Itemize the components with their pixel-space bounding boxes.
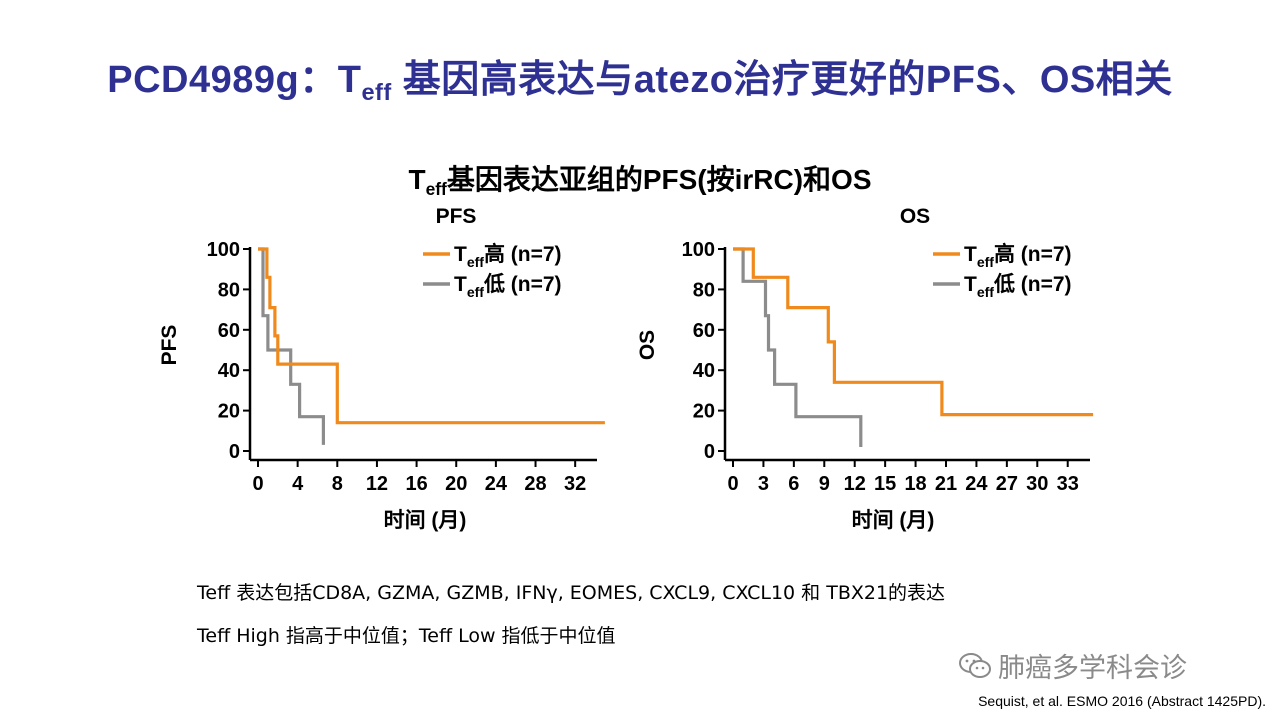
pfs-legend-label-low: Teff低 (n=7): [454, 272, 562, 300]
watermark-text: 肺癌多学科会诊: [998, 653, 1187, 683]
citation: Sequist, et al. ESMO 2016 (Abstract 1425…: [978, 693, 1266, 709]
os-x-tick-label: 12: [844, 473, 866, 495]
os-chart-title: OS: [900, 205, 930, 228]
os-x-axis-label: 时间 (月): [852, 509, 935, 532]
os-x-tick-label: 6: [788, 473, 799, 495]
pfs-x-tick-label: 0: [252, 473, 263, 495]
pfs-x-tick-label: 32: [564, 473, 586, 495]
pfs-x-axis-label: 时间 (月): [384, 509, 467, 532]
pfs-y-tick-label: 80: [218, 279, 240, 301]
os-y-tick-label: 80: [693, 279, 715, 301]
os-x-tick-label: 24: [965, 473, 988, 495]
pfs-y-tick-label: 20: [218, 401, 240, 423]
pfs-chart-title: PFS: [436, 205, 477, 228]
wechat-icon: [959, 652, 991, 678]
slide-title: PCD4989g：Teff 基因高表达与atezo治疗更好的PFS、OS相关: [107, 59, 1173, 106]
pfs-y-tick-label: 40: [218, 360, 240, 382]
pfs-y-tick-label: 100: [207, 239, 240, 261]
pfs-x-tick-label: 4: [292, 473, 304, 495]
os-x-tick-label: 33: [1057, 473, 1079, 495]
pfs-legend-label-high: Teff高 (n=7): [454, 242, 562, 270]
os-y-tick-label: 60: [693, 320, 715, 342]
os-y-tick-label: 100: [682, 239, 715, 261]
pfs-x-tick-label: 24: [485, 473, 508, 495]
chart-subtitle: Teff基因表达亚组的PFS(按irRC)和OS: [408, 164, 872, 200]
os-y-tick-label: 0: [704, 441, 715, 463]
pfs-x-tick-label: 12: [366, 473, 388, 495]
os-y-tick-label: 20: [693, 401, 715, 423]
note-high-low-definition: Teff High 指高于中位值；Teff Low 指低于中位值: [197, 625, 616, 647]
os-x-tick-label: 3: [758, 473, 769, 495]
pfs-series-high-line: [258, 247, 605, 425]
os-x-tick-label: 9: [819, 473, 830, 495]
pfs-x-tick-label: 8: [332, 473, 343, 495]
os-x-tick-label: 0: [727, 473, 738, 495]
os-series-high-line: [733, 247, 1094, 417]
pfs-x-tick-label: 28: [524, 473, 546, 495]
pfs-y-axis-label: PFS: [158, 325, 181, 366]
os-x-tick-label: 30: [1026, 473, 1048, 495]
os-legend-label-high: Teff高 (n=7): [964, 242, 1072, 270]
os-series-low-line: [733, 247, 863, 447]
os-x-tick-label: 27: [996, 473, 1018, 495]
os-x-tick-label: 21: [935, 473, 957, 495]
pfs-x-tick-label: 16: [405, 473, 427, 495]
os-y-tick-label: 40: [693, 360, 715, 382]
pfs-x-tick-label: 20: [445, 473, 467, 495]
watermark: 肺癌多学科会诊: [958, 646, 1187, 685]
pfs-y-tick-label: 0: [229, 441, 240, 463]
os-x-tick-label: 15: [874, 473, 896, 495]
os-y-axis-label: OS: [636, 330, 659, 360]
os-legend-label-low: Teff低 (n=7): [964, 272, 1072, 300]
os-x-tick-label: 18: [904, 473, 926, 495]
note-teff-definition: Teff 表达包括CD8A, GZMA, GZMB, IFNγ, EOMES, …: [197, 582, 946, 604]
pfs-y-tick-label: 60: [218, 320, 240, 342]
pfs-series-low-line: [258, 247, 325, 445]
